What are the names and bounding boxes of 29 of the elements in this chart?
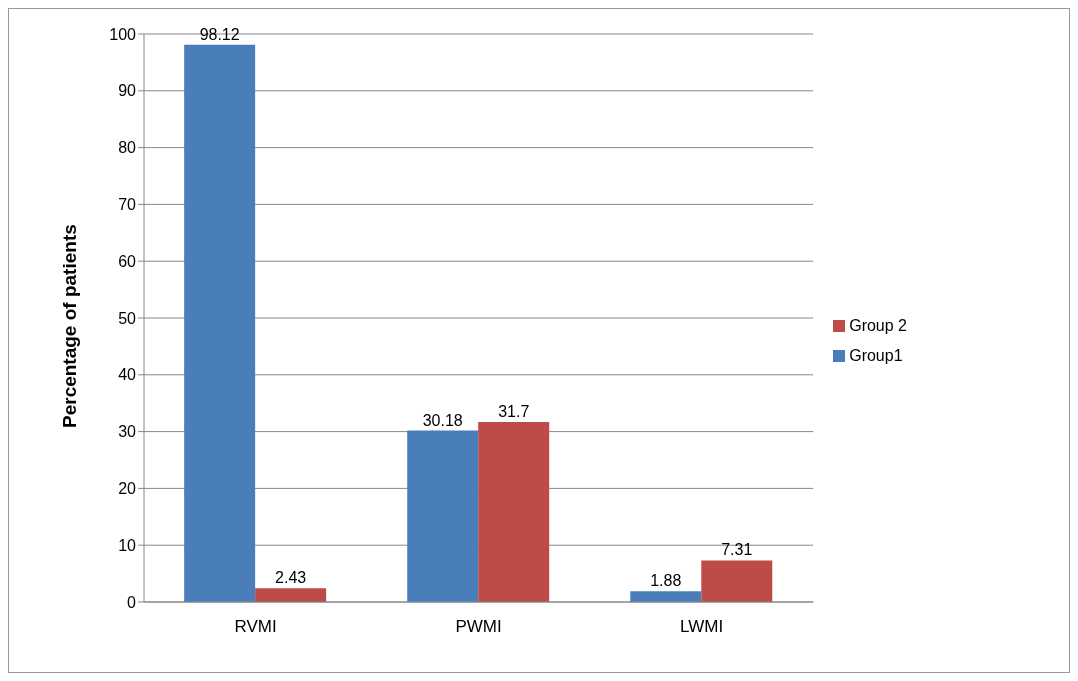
- data-label: 1.88: [650, 572, 682, 590]
- bar: [407, 430, 479, 602]
- bar: [184, 44, 256, 602]
- legend-label: Group 2: [849, 316, 907, 334]
- y-axis-title: Percentage of patients: [58, 224, 80, 428]
- y-tick-label: 70: [118, 196, 137, 214]
- data-label: 2.43: [275, 569, 307, 587]
- data-label: 30.18: [422, 411, 463, 429]
- bar: [630, 591, 702, 602]
- x-tick-label: LWMI: [680, 617, 724, 637]
- y-tick-label: 90: [118, 82, 137, 100]
- y-tick-label: 60: [118, 252, 137, 270]
- data-label: 98.12: [199, 25, 240, 43]
- y-tick-label: 10: [118, 536, 137, 554]
- y-tick-label: 50: [118, 309, 137, 327]
- data-label: 31.7: [498, 402, 530, 420]
- y-tick-label: 100: [109, 25, 137, 43]
- y-tick-label: 20: [118, 480, 137, 498]
- y-tick-label: 0: [127, 593, 137, 611]
- bar: [701, 560, 773, 602]
- legend-label: Group1: [849, 346, 903, 364]
- y-tick-label: 80: [118, 139, 137, 157]
- y-tick-label: 30: [118, 423, 137, 441]
- bar: [478, 421, 550, 602]
- x-tick-label: RVMI: [234, 617, 277, 637]
- data-label: 7.31: [721, 541, 753, 559]
- bar: [255, 588, 327, 602]
- x-tick-label: PWMI: [455, 617, 502, 637]
- y-tick-label: 40: [118, 366, 137, 384]
